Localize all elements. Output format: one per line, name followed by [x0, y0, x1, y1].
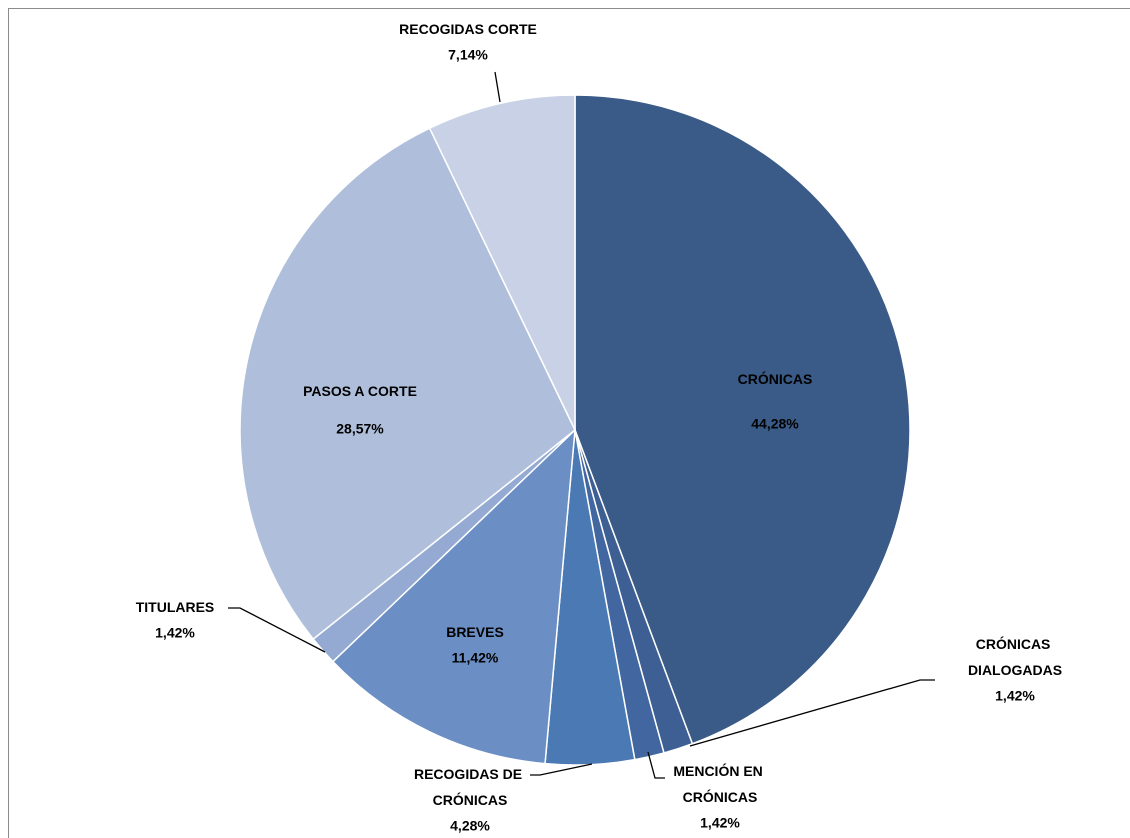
leader-line — [647, 751, 665, 779]
slice-value-label: 7,14% — [448, 47, 488, 63]
slice-value-label: 1,42% — [995, 688, 1035, 704]
slice-value-label: 11,42% — [452, 650, 499, 666]
slice-value-label: 1,42% — [155, 625, 195, 641]
leader-line — [530, 763, 593, 776]
pie-slice — [428, 94, 576, 431]
slice-label: MENCIÓN EN CRÓNICAS — [673, 762, 766, 805]
slice-label: BREVES — [446, 624, 504, 640]
leader-line — [689, 679, 935, 747]
slice-value-label: 1,42% — [700, 815, 740, 831]
slice-value-label: 28,57% — [336, 421, 384, 437]
slice-label: CRÓNICAS DIALOGADAS — [968, 635, 1062, 678]
slice-value-label: 44,28% — [751, 416, 799, 432]
slice-label: TITULARES — [136, 599, 215, 615]
slice-label: RECOGIDAS DE CRÓNICAS — [414, 766, 526, 808]
pie-slice — [331, 428, 576, 765]
slice-label: PASOS A CORTE — [303, 383, 417, 399]
slice-label: CRÓNICAS — [738, 370, 813, 387]
leader-line — [494, 71, 501, 103]
pie-slice — [239, 127, 576, 641]
leader-line — [228, 607, 326, 653]
slice-label: RECOGIDAS CORTE — [399, 21, 537, 37]
slice-value-label: 4,28% — [450, 818, 490, 834]
pie-slice — [574, 94, 911, 745]
